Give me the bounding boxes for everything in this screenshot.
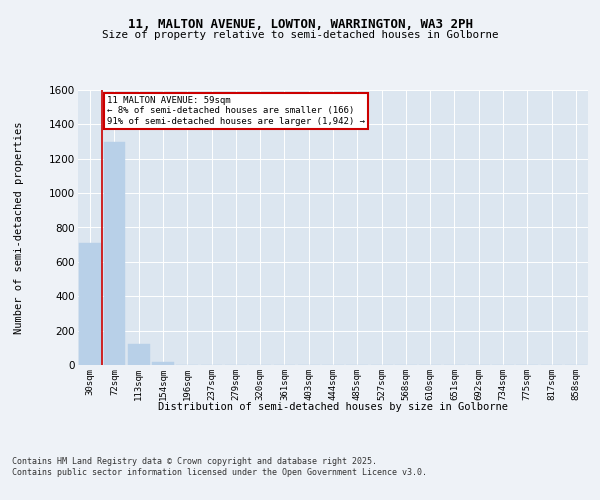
Bar [104,142,125,365]
Text: Size of property relative to semi-detached houses in Golborne: Size of property relative to semi-detach… [102,30,498,40]
Bar [79,244,101,365]
Text: Distribution of semi-detached houses by size in Golborne: Distribution of semi-detached houses by … [158,402,508,412]
Text: 11 MALTON AVENUE: 59sqm
← 8% of semi-detached houses are smaller (166)
91% of se: 11 MALTON AVENUE: 59sqm ← 8% of semi-det… [107,96,365,126]
Text: 11, MALTON AVENUE, LOWTON, WARRINGTON, WA3 2PH: 11, MALTON AVENUE, LOWTON, WARRINGTON, W… [128,18,473,30]
Text: Contains HM Land Registry data © Crown copyright and database right 2025.
Contai: Contains HM Land Registry data © Crown c… [12,458,427,477]
Y-axis label: Number of semi-detached properties: Number of semi-detached properties [14,121,25,334]
Bar [152,362,174,365]
Bar [128,344,149,365]
